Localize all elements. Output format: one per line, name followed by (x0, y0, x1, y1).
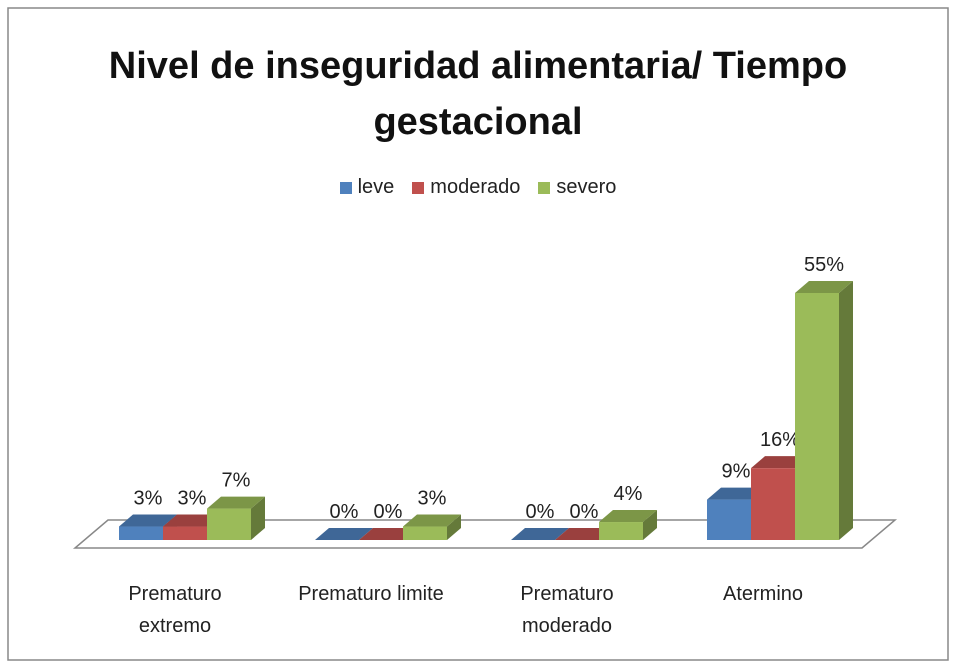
bar-top (795, 281, 853, 293)
data-label: 16% (760, 429, 800, 451)
bar-top (315, 528, 373, 540)
legend-swatch (412, 181, 425, 194)
bar-front (795, 293, 839, 540)
data-label: 9% (722, 461, 751, 483)
x-tick-label: Prematuro limite (298, 583, 444, 605)
data-label: 0% (374, 501, 403, 523)
bar-front (163, 526, 207, 540)
bar-side (643, 510, 657, 540)
bar-top (555, 528, 613, 540)
legend: leve moderado severo (0, 176, 956, 199)
data-label: 0% (570, 501, 599, 523)
bar (599, 510, 657, 540)
frame (7, 7, 949, 661)
data-label: 55% (804, 254, 844, 276)
bar-side (251, 496, 265, 540)
legend-label: leve (357, 176, 395, 198)
bar-front (119, 526, 163, 540)
bar-top (403, 514, 461, 527)
bar-top (207, 496, 265, 509)
data-label: 0% (526, 501, 555, 523)
bar-front (403, 526, 447, 540)
data-label: 3% (418, 488, 447, 510)
bar-top (119, 514, 177, 527)
bar-front (207, 508, 251, 540)
bar-top (751, 456, 809, 469)
bar (555, 528, 613, 540)
bar-top (163, 514, 221, 527)
bar (359, 528, 417, 540)
bar (207, 496, 265, 540)
chart-title: Nivel de inseguridad alimentaria/ Tiempo… (108, 45, 848, 143)
data-label: 4% (614, 483, 643, 505)
data-label: 3% (178, 488, 207, 510)
bar-top (599, 510, 657, 523)
data-label: 3% (134, 488, 163, 510)
data-label: 0% (330, 501, 359, 523)
legend-item: leve (339, 176, 395, 199)
legend-item: severo (538, 176, 616, 199)
x-tick-label: Atermino (722, 583, 804, 605)
bar (795, 281, 853, 540)
bar (403, 514, 461, 540)
bar-side (839, 281, 853, 540)
bar-top (511, 528, 569, 540)
bar (315, 528, 373, 540)
x-tick-label: Prematuro moderado (520, 583, 614, 637)
bar-front (599, 522, 643, 540)
bar-front (707, 499, 751, 540)
legend-swatch (538, 181, 551, 194)
data-label: 7% (222, 470, 251, 492)
bar (511, 528, 569, 540)
floor (72, 519, 898, 549)
x-tick-label: Prematuro extremo (128, 583, 222, 637)
legend-item: moderado (412, 176, 520, 199)
bar-top (359, 528, 417, 540)
bar-side (447, 514, 461, 540)
legend-label: severo (556, 176, 617, 198)
bar-top (707, 487, 765, 500)
bar-front (751, 468, 795, 540)
legend-label: moderado (430, 176, 521, 198)
legend-swatch (339, 181, 352, 194)
